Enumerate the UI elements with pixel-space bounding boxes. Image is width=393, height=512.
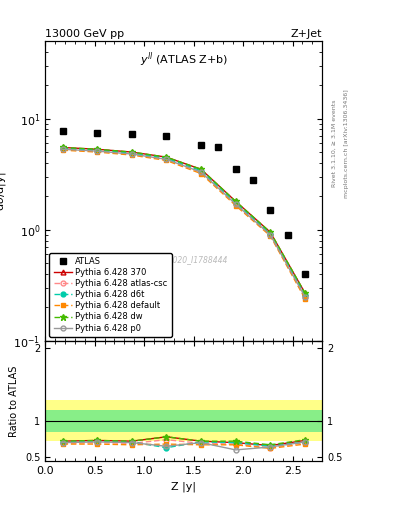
Pythia 6.428 p0 [268, 232, 273, 238]
Pythia 6.428 default [129, 152, 134, 158]
Pythia 6.428 dw [164, 154, 169, 160]
Pythia 6.428 d6t [268, 231, 273, 237]
Pythia 6.428 atlas-csc [129, 151, 134, 157]
Pythia 6.428 default [268, 233, 273, 239]
ATLAS [251, 177, 255, 183]
Pythia 6.428 p0 [60, 146, 65, 153]
ATLAS [216, 144, 221, 151]
Line: Pythia 6.428 atlas-csc: Pythia 6.428 atlas-csc [60, 147, 307, 299]
Pythia 6.428 default [233, 203, 238, 209]
Pythia 6.428 atlas-csc [233, 201, 238, 207]
Line: Pythia 6.428 default: Pythia 6.428 default [60, 148, 307, 301]
ATLAS [285, 232, 290, 238]
Line: Pythia 6.428 370: Pythia 6.428 370 [60, 145, 307, 295]
Line: Pythia 6.428 d6t: Pythia 6.428 d6t [60, 146, 307, 297]
Pythia 6.428 370 [129, 149, 134, 155]
Pythia 6.428 default [95, 149, 99, 155]
X-axis label: Z |y|: Z |y| [171, 481, 196, 492]
Pythia 6.428 default [199, 170, 204, 177]
Y-axis label: Ratio to ATLAS: Ratio to ATLAS [9, 365, 19, 437]
Pythia 6.428 atlas-csc [95, 148, 99, 154]
Pythia 6.428 d6t [60, 145, 65, 152]
Pythia 6.428 d6t [129, 150, 134, 156]
Pythia 6.428 370 [199, 166, 204, 173]
ATLAS [60, 127, 65, 134]
Pythia 6.428 p0 [95, 148, 99, 154]
Text: Rivet 3.1.10, ≥ 3.1M events: Rivet 3.1.10, ≥ 3.1M events [332, 100, 337, 187]
Pythia 6.428 p0 [129, 151, 134, 157]
Pythia 6.428 atlas-csc [268, 232, 273, 238]
Pythia 6.428 d6t [303, 292, 307, 298]
Line: Pythia 6.428 p0: Pythia 6.428 p0 [60, 147, 307, 299]
Pythia 6.428 dw [60, 144, 65, 151]
Pythia 6.428 dw [199, 166, 204, 173]
Pythia 6.428 atlas-csc [303, 293, 307, 300]
Pythia 6.428 dw [233, 198, 238, 204]
Pythia 6.428 d6t [233, 200, 238, 206]
Line: Pythia 6.428 dw: Pythia 6.428 dw [59, 144, 309, 296]
ATLAS [268, 207, 273, 213]
Pythia 6.428 370 [95, 146, 99, 153]
Pythia 6.428 default [303, 295, 307, 302]
Bar [45, 400, 322, 441]
Pythia 6.428 default [60, 147, 65, 153]
Legend: ATLAS, Pythia 6.428 370, Pythia 6.428 atlas-csc, Pythia 6.428 d6t, Pythia 6.428 : ATLAS, Pythia 6.428 370, Pythia 6.428 at… [50, 253, 172, 337]
ATLAS [164, 133, 169, 139]
Pythia 6.428 dw [268, 229, 273, 236]
Pythia 6.428 d6t [199, 167, 204, 174]
Pythia 6.428 p0 [199, 169, 204, 175]
Pythia 6.428 370 [303, 290, 307, 296]
Pythia 6.428 atlas-csc [164, 156, 169, 162]
Text: $y^{ll}$ (ATLAS Z+b): $y^{ll}$ (ATLAS Z+b) [140, 50, 228, 69]
Pythia 6.428 atlas-csc [60, 146, 65, 153]
ATLAS [233, 166, 238, 173]
Text: 13000 GeV pp: 13000 GeV pp [45, 29, 124, 39]
Y-axis label: d$\sigma$/d|y|: d$\sigma$/d|y| [0, 171, 8, 210]
Pythia 6.428 p0 [233, 201, 238, 207]
Pythia 6.428 p0 [303, 293, 307, 300]
Pythia 6.428 370 [60, 144, 65, 151]
ATLAS [199, 142, 204, 148]
Pythia 6.428 d6t [164, 155, 169, 161]
Pythia 6.428 dw [129, 149, 134, 155]
Pythia 6.428 370 [268, 229, 273, 236]
ATLAS [129, 132, 134, 138]
Pythia 6.428 dw [95, 146, 99, 153]
ATLAS [303, 271, 307, 277]
Text: ATLAS_2020_I1788444: ATLAS_2020_I1788444 [140, 255, 228, 264]
Pythia 6.428 p0 [164, 156, 169, 162]
Bar [45, 410, 322, 432]
Pythia 6.428 dw [303, 290, 307, 296]
ATLAS [95, 130, 99, 136]
Text: mcplots.cern.ch [arXiv:1306.3436]: mcplots.cern.ch [arXiv:1306.3436] [344, 89, 349, 198]
Pythia 6.428 370 [164, 154, 169, 160]
Pythia 6.428 d6t [95, 147, 99, 153]
Pythia 6.428 default [164, 157, 169, 163]
Line: ATLAS: ATLAS [59, 127, 308, 277]
Text: Z+Jet: Z+Jet [291, 29, 322, 39]
Pythia 6.428 370 [233, 198, 238, 204]
Pythia 6.428 atlas-csc [199, 169, 204, 175]
